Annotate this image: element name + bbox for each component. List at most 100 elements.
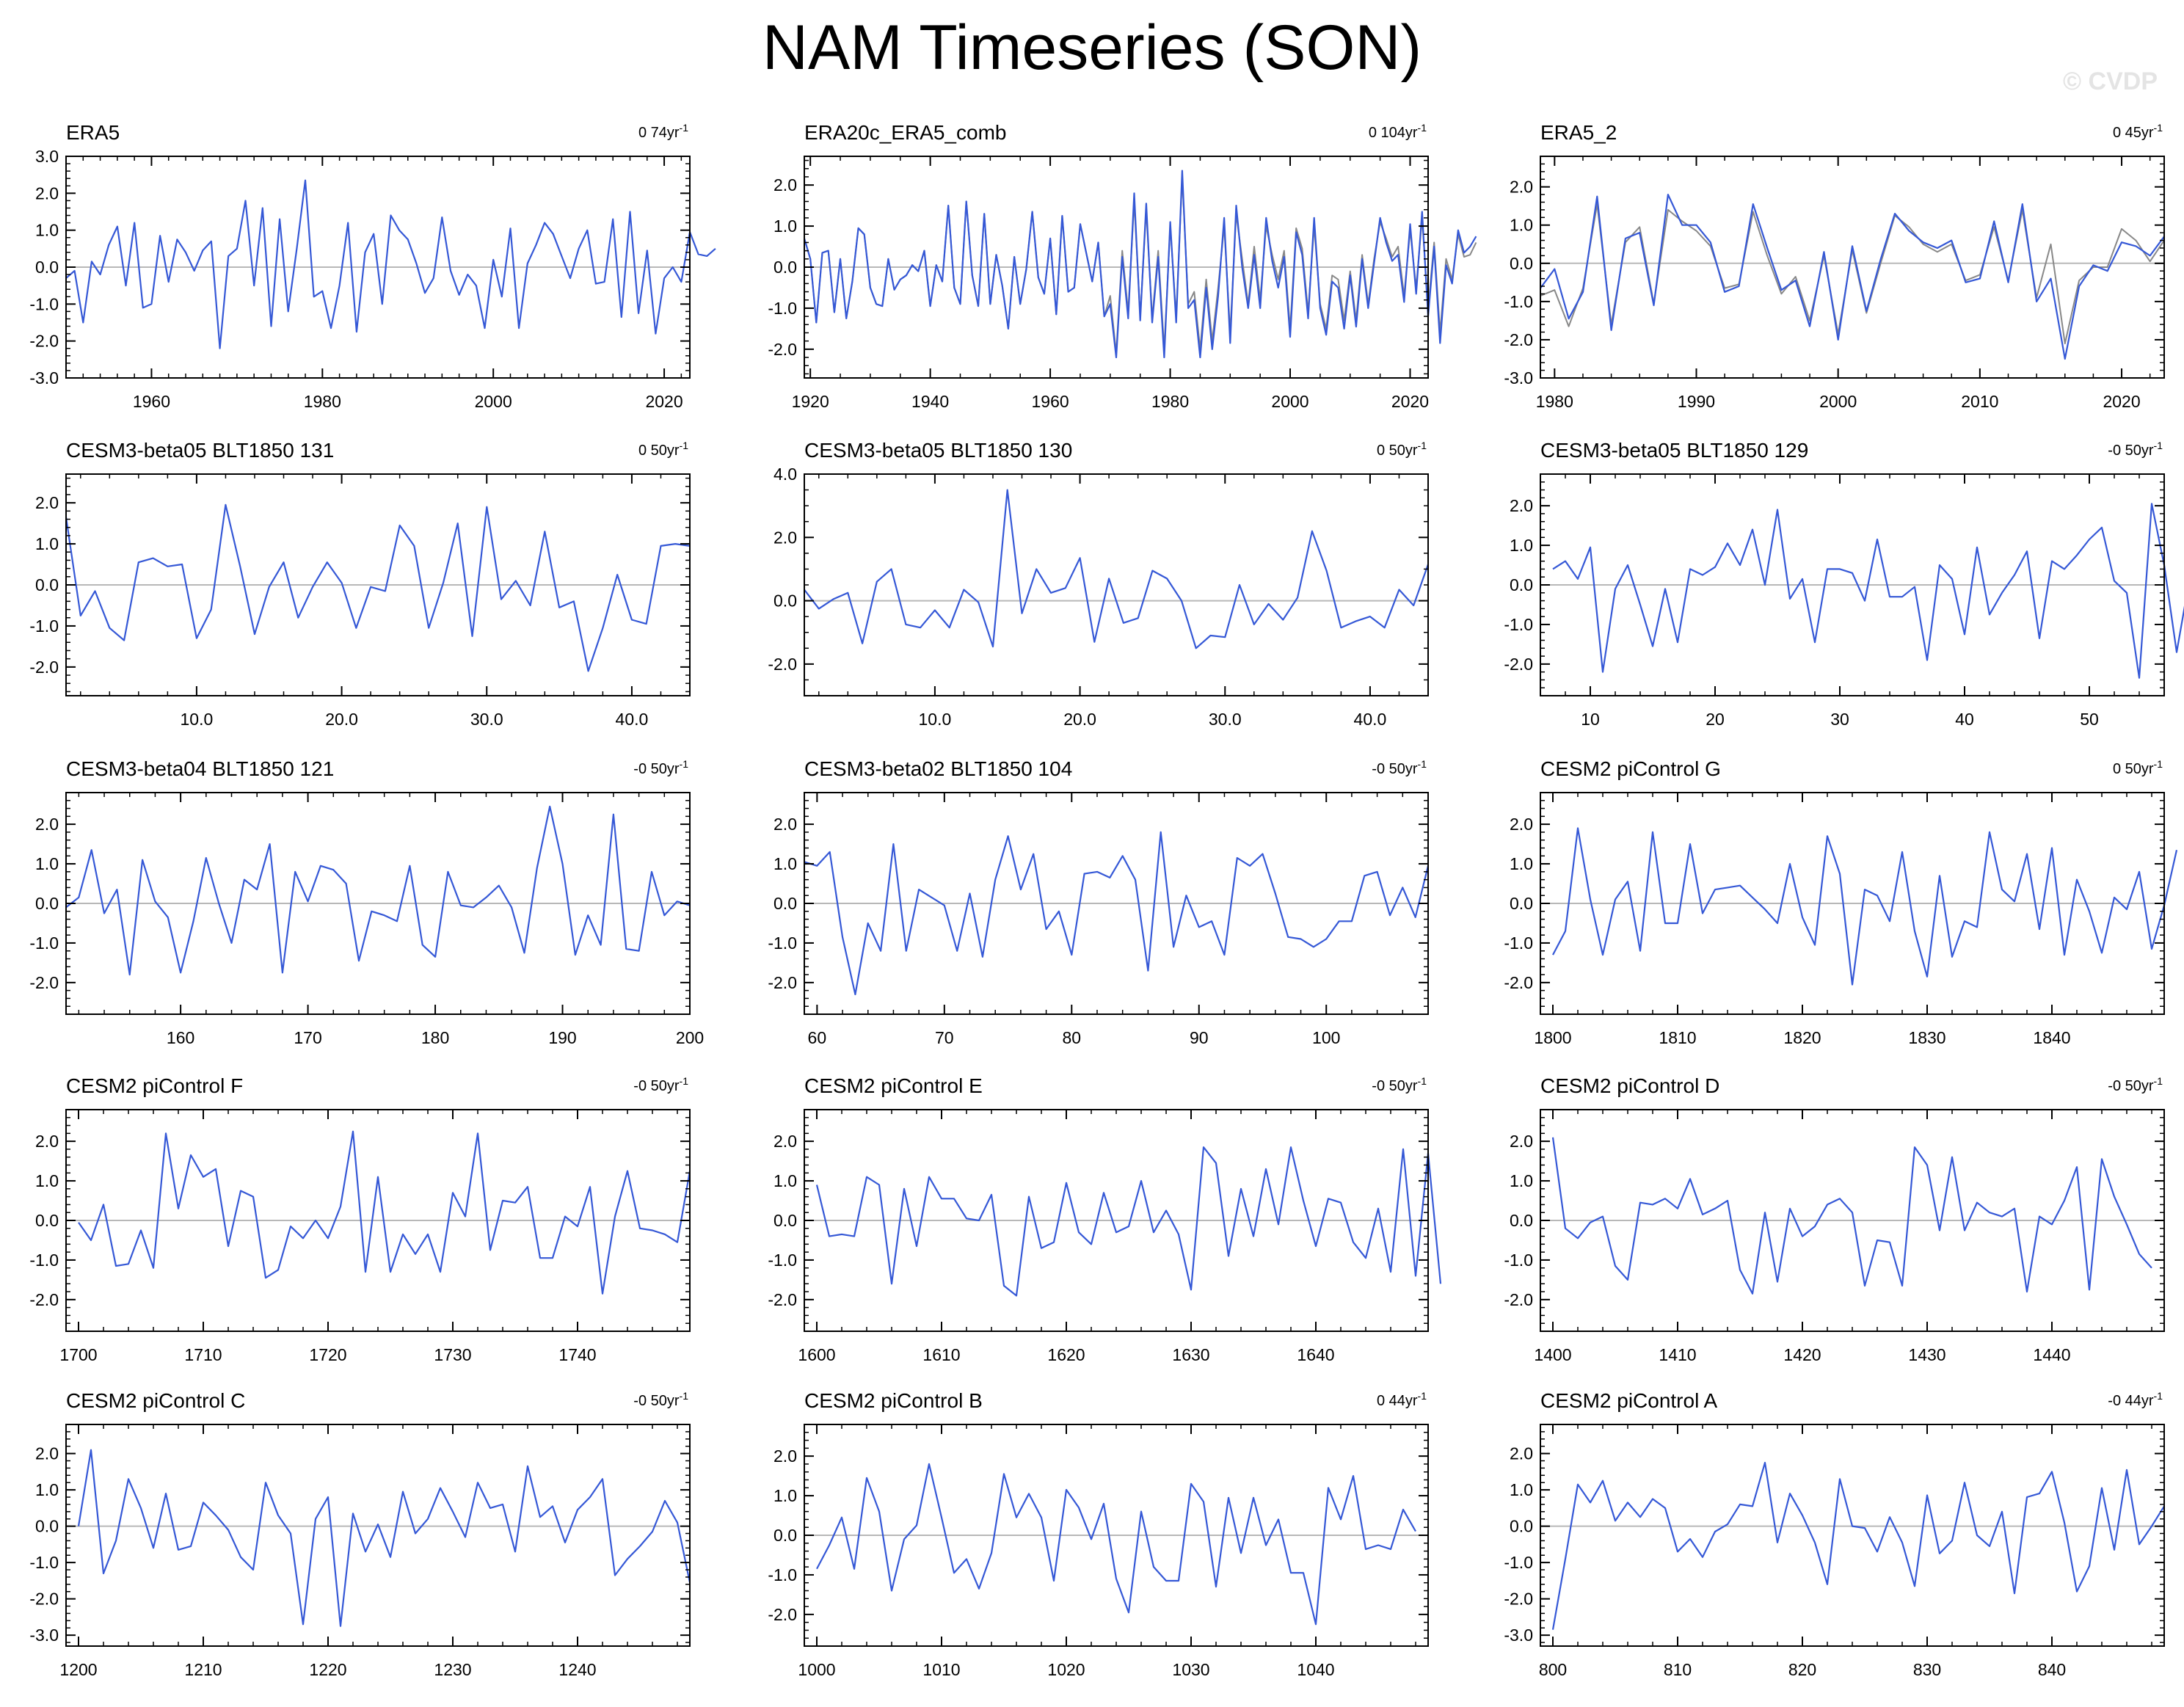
y-tick-label: 2.0 <box>1510 815 1533 834</box>
x-tick-label: 830 <box>1913 1660 1941 1679</box>
x-tick-label: 40.0 <box>1354 710 1387 729</box>
y-tick-label: 2.0 <box>774 1446 797 1466</box>
y-tick-label: -2.0 <box>29 1290 59 1309</box>
panel-title: ERA20c_ERA5_comb <box>804 121 1006 144</box>
panel-title: CESM3-beta05 BLT1850 130 <box>804 439 1072 462</box>
x-tick-label: 1220 <box>309 1660 346 1679</box>
chart-panel: -2.0 -1.0 0.0 1.0 2.0 1800 1810 1820 1830 1840 CES… <box>1504 757 2178 1047</box>
plot-frame <box>1540 1424 2165 1647</box>
trend-unit: -1 <box>2154 758 2163 770</box>
x-tick-label: 10.0 <box>181 710 214 729</box>
x-tick-label: 1720 <box>309 1345 346 1364</box>
x-tick-label: 1980 <box>1536 392 1573 411</box>
x-tick-label: 1960 <box>1032 392 1069 411</box>
y-tick-label: 1.0 <box>35 1480 59 1499</box>
trend-label: 0 50yr-1 <box>2113 758 2163 777</box>
x-tick-label: 30.0 <box>470 710 503 729</box>
x-tick-label: 1700 <box>59 1345 97 1364</box>
y-tick-label: -2.0 <box>768 655 797 674</box>
chart-panel: -3.0 -2.0 -1.0 0.0 1.0 2.0 800 810 820 830 840 CESM… <box>1504 1389 2165 1679</box>
panel-title: CESM2 piControl G <box>1540 757 1721 780</box>
y-tick-label: -2.0 <box>1504 1290 1533 1309</box>
y-tick-label: -1.0 <box>29 616 59 636</box>
chart-panel: -3.0 -2.0 -1.0 0.0 1.0 2.0 3.0 1960 1980 2000 2020… <box>29 121 716 411</box>
x-tick-label: 840 <box>2038 1660 2066 1679</box>
x-tick-label: 50 <box>2080 710 2099 729</box>
y-tick-label: 0.0 <box>774 1211 797 1230</box>
x-tick-label: 1200 <box>59 1660 97 1679</box>
y-tick-label: -1.0 <box>29 933 59 953</box>
x-tick-label: 1840 <box>2033 1028 2070 1047</box>
panel-title: CESM3-beta02 BLT1850 104 <box>804 757 1072 780</box>
y-tick-label: 0.0 <box>35 1517 59 1536</box>
y-tick-label: 1.0 <box>35 854 59 873</box>
panel-title: CESM2 piControl C <box>66 1389 245 1412</box>
y-tick-label: 0.0 <box>1510 1211 1533 1230</box>
x-tick-label: 2010 <box>1961 392 1998 411</box>
y-tick-label: 0.0 <box>35 894 59 913</box>
x-tick-label: 1920 <box>792 392 829 411</box>
y-tick-label: 2.0 <box>35 815 59 834</box>
panel-title: ERA5_2 <box>1540 121 1617 144</box>
x-tick-label: 2020 <box>645 392 682 411</box>
y-tick-label: -2.0 <box>1504 973 1533 992</box>
y-tick-label: 1.0 <box>35 1171 59 1190</box>
y-tick-label: 1.0 <box>774 216 797 236</box>
y-tick-label: 0.0 <box>35 1211 59 1230</box>
trend-label: -0 44yr-1 <box>2108 1390 2163 1409</box>
chart-panel: -3.0 -2.0 -1.0 0.0 1.0 2.0 1980 1990 2000 2010 202… <box>1504 121 2165 411</box>
y-tick-label: 0.0 <box>1510 575 1533 594</box>
x-tick-label: 1410 <box>1659 1345 1696 1364</box>
series-line <box>65 179 716 349</box>
y-tick-label: -2.0 <box>768 1605 797 1624</box>
y-tick-label: -1.0 <box>1504 292 1533 311</box>
chart-panel: -2.0 -1.0 0.0 1.0 2.0 1600 1610 1620 1630 1640 CES… <box>768 1074 1442 1364</box>
y-tick-label: 2.0 <box>35 183 59 203</box>
x-tick-label: 1420 <box>1783 1345 1821 1364</box>
x-tick-label: 190 <box>548 1028 576 1047</box>
chart-panel: -2.0 -1.0 0.0 1.0 2.0 1000 1010 1020 1030 1040 CES… <box>768 1389 1429 1679</box>
panel-title: CESM2 piControl F <box>66 1074 243 1097</box>
trend-unit: -1 <box>2154 1390 2163 1402</box>
y-tick-label: -2.0 <box>29 973 59 992</box>
y-tick-label: 0.0 <box>35 575 59 594</box>
y-tick-label: -1.0 <box>768 933 797 953</box>
panel-title: CESM3-beta05 BLT1850 131 <box>66 439 334 462</box>
y-tick-label: 2.0 <box>774 528 797 547</box>
y-tick-label: -1.0 <box>29 294 59 313</box>
x-tick-label: 90 <box>1190 1028 1209 1047</box>
y-tick-label: 2.0 <box>35 1132 59 1151</box>
series-line <box>65 503 691 672</box>
series-line <box>78 1130 691 1295</box>
series-line <box>804 489 1430 649</box>
x-tick-label: 160 <box>167 1028 194 1047</box>
x-tick-label: 10 <box>1581 710 1600 729</box>
trend-unit: -1 <box>1418 1075 1427 1087</box>
y-tick-label: -1.0 <box>29 1251 59 1270</box>
y-tick-label: -2.0 <box>1504 655 1533 674</box>
x-tick-label: 40 <box>1955 710 1974 729</box>
trend-label: 0 50yr-1 <box>1377 440 1427 459</box>
series-line <box>1552 503 2184 679</box>
trend-unit: -1 <box>1418 1390 1427 1402</box>
x-tick-label: 1630 <box>1172 1345 1209 1364</box>
y-tick-label: 3.0 <box>35 147 59 166</box>
y-tick-label: 1.0 <box>35 534 59 553</box>
plot-frame <box>804 473 1429 696</box>
series-line <box>1552 827 2178 986</box>
trend-label: 0 104yr-1 <box>1369 122 1427 141</box>
y-tick-label: -1.0 <box>1504 1553 1533 1572</box>
y-tick-label: 1.0 <box>1510 1171 1533 1190</box>
series-line <box>815 1146 1442 1297</box>
y-tick-label: -2.0 <box>29 332 59 351</box>
series-line <box>816 1463 1416 1626</box>
y-tick-label: -3.0 <box>1504 1626 1533 1645</box>
y-tick-label: 4.0 <box>774 465 797 484</box>
trend-label: -0 50yr-1 <box>2108 440 2163 459</box>
y-tick-label: 1.0 <box>774 1171 797 1190</box>
y-tick-label: -3.0 <box>29 368 59 387</box>
x-tick-label: 1230 <box>434 1660 471 1679</box>
copyright-watermark: © CVDP <box>2063 68 2158 95</box>
x-tick-label: 180 <box>421 1028 449 1047</box>
